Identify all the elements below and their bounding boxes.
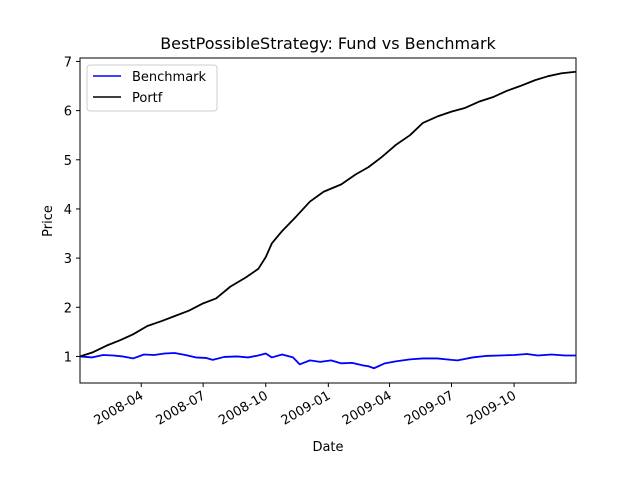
- y-tick-label: 7: [64, 55, 72, 70]
- y-tick-label: 3: [64, 252, 72, 267]
- y-tick-label: 2: [64, 301, 72, 316]
- y-tick-label: 6: [64, 105, 72, 120]
- y-tick-label: 1: [64, 350, 72, 365]
- series-layer: [80, 70, 576, 370]
- x-axis-label: Date: [312, 440, 343, 455]
- legend-label-portf: Portf: [132, 91, 163, 106]
- legend: Benchmark Portf: [86, 64, 218, 112]
- y-tick-label: 4: [64, 203, 72, 218]
- series-line-portf: [80, 70, 576, 358]
- y-axis-label: Price: [41, 205, 56, 237]
- legend-label-benchmark: Benchmark: [132, 70, 207, 85]
- y-axis: 1 2 3 4 5 6 7: [64, 55, 80, 365]
- chart-title: BestPossibleStrategy: Fund vs Benchmark: [160, 34, 496, 53]
- series-line-benchmark: [80, 352, 576, 370]
- y-tick-label: 5: [64, 154, 72, 169]
